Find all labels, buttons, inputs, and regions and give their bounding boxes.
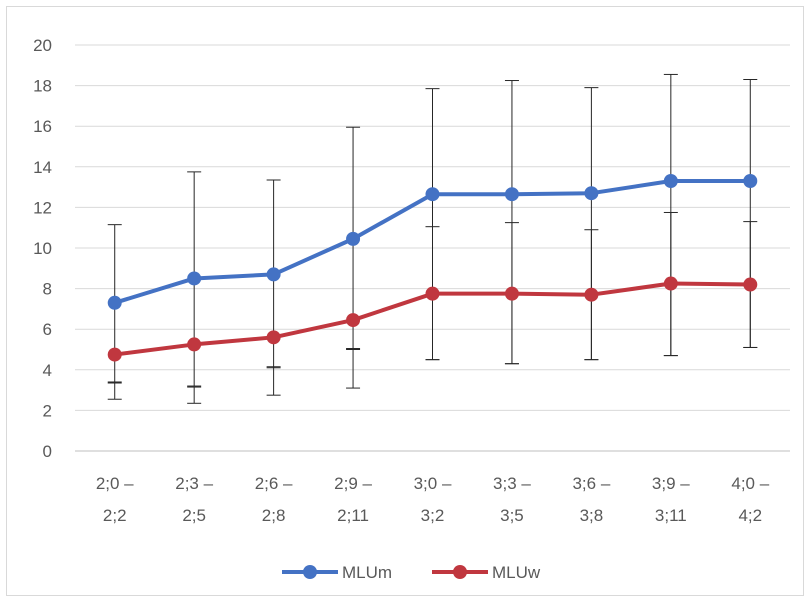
data-point-mlum — [663, 174, 678, 189]
data-point-mluw — [425, 286, 440, 301]
x-tick-label: 2;0 – — [96, 474, 134, 493]
y-tick-label: 16 — [33, 117, 52, 136]
legend-marker-mlum — [303, 565, 317, 579]
y-tick-label: 6 — [43, 320, 52, 339]
x-tick-label: 2;2 — [103, 506, 127, 525]
data-point-mluw — [107, 347, 122, 362]
data-point-mluw — [187, 337, 202, 352]
data-point-mlum — [743, 174, 758, 189]
legend-label-mluw: MLUw — [492, 563, 541, 582]
x-tick-label: 3;5 — [500, 506, 524, 525]
data-point-mlum — [107, 295, 122, 310]
y-tick-label: 14 — [33, 158, 52, 177]
x-tick-label: 3;6 – — [572, 474, 610, 493]
x-tick-label: 4;2 — [738, 506, 762, 525]
x-tick-label: 3;2 — [421, 506, 445, 525]
x-tick-label: 4;0 – — [731, 474, 769, 493]
data-point-mlum — [266, 267, 281, 282]
y-tick-label: 12 — [33, 198, 52, 217]
x-tick-label: 2;5 — [182, 506, 206, 525]
data-point-mluw — [663, 276, 678, 291]
y-tick-label: 8 — [43, 280, 52, 299]
y-tick-label: 18 — [33, 77, 52, 96]
y-tick-label: 20 — [33, 36, 52, 55]
x-tick-label: 2;9 – — [334, 474, 372, 493]
data-point-mlum — [187, 271, 202, 286]
x-tick-label: 3;9 – — [652, 474, 690, 493]
x-axis-ticks: 2;0 – 2;2 2;3 – 2;5 2;6 – 2;8 2;9 – 2;11 3;0 – 3;… — [96, 474, 770, 525]
x-tick-label: 3;8 — [580, 506, 604, 525]
x-tick-label: 2;3 – — [175, 474, 213, 493]
legend-marker-mluw — [453, 565, 467, 579]
x-tick-label: 2;6 – — [255, 474, 293, 493]
error-bars — [107, 73, 758, 404]
legend-item-mluw: MLUw — [432, 563, 541, 582]
data-point-mluw — [584, 287, 599, 302]
y-tick-label: 10 — [33, 239, 52, 258]
data-point-mluw — [346, 313, 361, 328]
x-tick-label: 3;11 — [655, 506, 687, 525]
y-tick-label: 2 — [43, 401, 52, 420]
data-point-mlum — [346, 231, 361, 246]
legend-item-mlum: MLUm — [282, 563, 392, 582]
data-point-mluw — [504, 286, 519, 301]
data-point-mluw — [743, 277, 758, 292]
x-tick-label: 3;0 – — [414, 474, 452, 493]
series — [107, 174, 758, 362]
data-point-mlum — [425, 187, 440, 202]
y-axis-ticks: 0 2 4 6 8 10 12 14 16 18 20 — [33, 36, 52, 461]
legend: MLUm MLUw — [282, 563, 541, 582]
data-point-mlum — [504, 187, 519, 202]
data-point-mlum — [584, 186, 599, 201]
legend-label-mlum: MLUm — [342, 563, 392, 582]
y-tick-label: 0 — [43, 442, 52, 461]
x-tick-label: 2;8 — [262, 506, 286, 525]
x-tick-label: 2;11 — [337, 506, 369, 525]
y-tick-label: 4 — [43, 361, 52, 380]
data-point-mluw — [266, 330, 281, 345]
x-tick-label: 3;3 – — [493, 474, 531, 493]
